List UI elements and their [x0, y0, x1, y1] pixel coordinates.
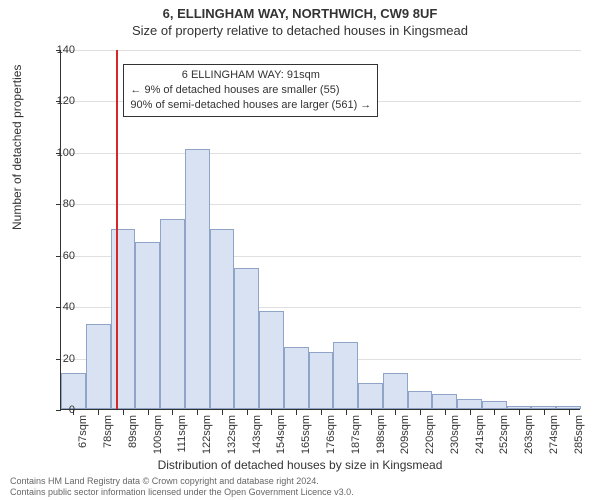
ytick-label: 140 — [35, 44, 75, 56]
xtick-mark — [519, 410, 520, 415]
histogram-bar — [432, 394, 457, 409]
xtick-mark — [98, 410, 99, 415]
xtick-mark — [470, 410, 471, 415]
xtick-mark — [296, 410, 297, 415]
histogram-bar — [86, 324, 111, 409]
annotation-line: ← 9% of detached houses are smaller (55) — [130, 83, 371, 98]
footer-line-2: Contains public sector information licen… — [10, 487, 354, 498]
histogram-bar — [556, 406, 581, 409]
xtick-label: 132sqm — [226, 415, 238, 454]
histogram-bar — [309, 352, 334, 409]
xtick-label: 122sqm — [201, 415, 213, 454]
xtick-label: 176sqm — [325, 415, 337, 454]
plot-region: 67sqm78sqm89sqm100sqm111sqm122sqm132sqm1… — [60, 50, 580, 410]
xtick-label: 187sqm — [350, 415, 362, 454]
histogram-bar — [408, 391, 433, 409]
xtick-label: 154sqm — [275, 415, 287, 454]
xtick-mark — [494, 410, 495, 415]
xtick-label: 78sqm — [102, 415, 114, 448]
xtick-label: 220sqm — [424, 415, 436, 454]
y-axis-label: Number of detached properties — [10, 65, 24, 230]
footer-line-1: Contains HM Land Registry data © Crown c… — [10, 476, 354, 487]
ytick-label: 80 — [35, 198, 75, 210]
histogram-bar — [507, 406, 532, 409]
x-axis-label: Distribution of detached houses by size … — [0, 458, 600, 472]
histogram-bar — [333, 342, 358, 409]
chart-container: 6, ELLINGHAM WAY, NORTHWICH, CW9 8UF Siz… — [0, 0, 600, 500]
xtick-label: 111sqm — [176, 415, 188, 453]
reference-line — [116, 50, 118, 409]
annotation-line: 6 ELLINGHAM WAY: 91sqm — [130, 68, 371, 83]
ytick-label: 40 — [35, 301, 75, 313]
xtick-mark — [420, 410, 421, 415]
gridline — [61, 204, 581, 205]
xtick-mark — [222, 410, 223, 415]
xtick-mark — [321, 410, 322, 415]
histogram-bar — [482, 401, 507, 409]
xtick-label: 241sqm — [474, 415, 486, 454]
chart-area: 67sqm78sqm89sqm100sqm111sqm122sqm132sqm1… — [60, 50, 580, 410]
annotation-box: 6 ELLINGHAM WAY: 91sqm← 9% of detached h… — [123, 64, 378, 117]
xtick-mark — [544, 410, 545, 415]
histogram-bar — [135, 242, 160, 409]
ytick-label: 60 — [35, 250, 75, 262]
histogram-bar — [185, 149, 210, 409]
histogram-bar — [457, 399, 482, 409]
xtick-label: 274sqm — [548, 415, 560, 454]
xtick-label: 230sqm — [449, 415, 461, 454]
xtick-mark — [148, 410, 149, 415]
histogram-bar — [358, 383, 383, 409]
xtick-label: 89sqm — [127, 415, 139, 448]
histogram-bar — [111, 229, 136, 409]
xtick-mark — [569, 410, 570, 415]
histogram-bar — [284, 347, 309, 409]
gridline — [61, 153, 581, 154]
histogram-bar — [160, 219, 185, 409]
xtick-mark — [445, 410, 446, 415]
ytick-label: 0 — [35, 404, 75, 416]
xtick-mark — [172, 410, 173, 415]
gridline — [61, 50, 581, 51]
xtick-label: 165sqm — [300, 415, 312, 454]
histogram-bar — [531, 406, 556, 409]
xtick-label: 198sqm — [375, 415, 387, 454]
annotation-line: 90% of semi-detached houses are larger (… — [130, 98, 371, 113]
xtick-label: 252sqm — [498, 415, 510, 454]
xtick-label: 67sqm — [77, 415, 89, 448]
xtick-mark — [371, 410, 372, 415]
xtick-label: 100sqm — [152, 415, 164, 454]
ytick-label: 20 — [35, 353, 75, 365]
xtick-label: 209sqm — [399, 415, 411, 454]
xtick-mark — [197, 410, 198, 415]
footer-attribution: Contains HM Land Registry data © Crown c… — [10, 476, 354, 498]
xtick-mark — [346, 410, 347, 415]
xtick-label: 285sqm — [573, 415, 585, 454]
xtick-label: 143sqm — [251, 415, 263, 454]
histogram-bar — [383, 373, 408, 409]
histogram-bar — [210, 229, 235, 409]
xtick-mark — [247, 410, 248, 415]
page-title: 6, ELLINGHAM WAY, NORTHWICH, CW9 8UF — [0, 0, 600, 21]
histogram-bar — [234, 268, 259, 409]
page-subtitle: Size of property relative to detached ho… — [0, 21, 600, 38]
xtick-mark — [395, 410, 396, 415]
ytick-label: 120 — [35, 95, 75, 107]
ytick-label: 100 — [35, 147, 75, 159]
xtick-mark — [123, 410, 124, 415]
xtick-label: 263sqm — [523, 415, 535, 454]
histogram-bar — [259, 311, 284, 409]
xtick-mark — [271, 410, 272, 415]
